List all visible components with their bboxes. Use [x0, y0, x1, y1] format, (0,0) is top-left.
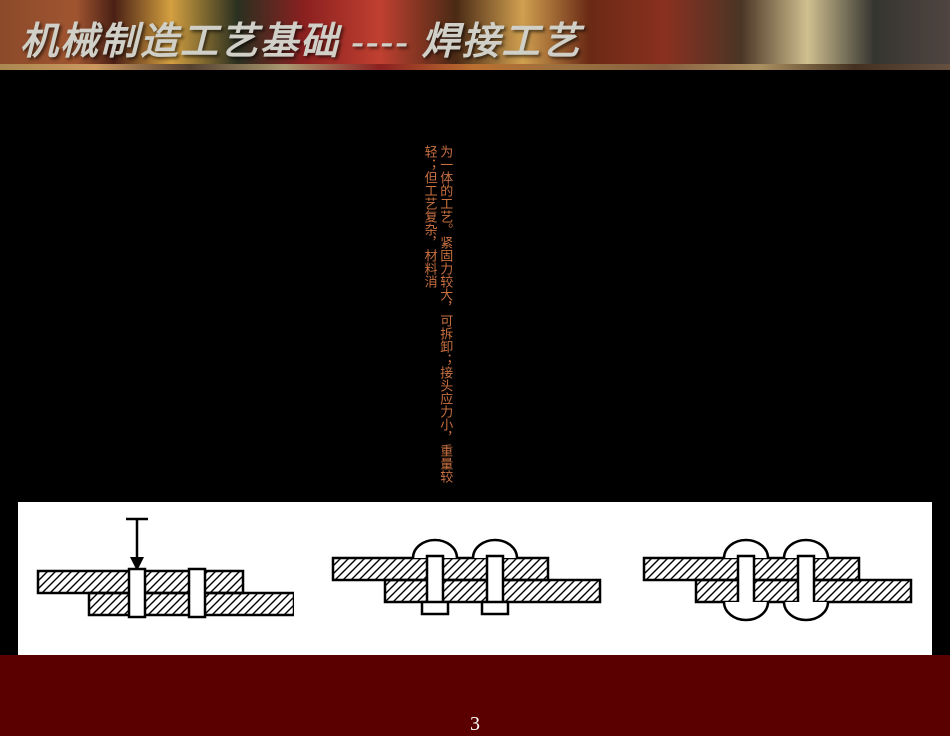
slide-title: 机械制造工艺基础 ---- 焊接工艺: [20, 10, 582, 65]
vertical-body-text: 为一体的工艺。紧固力较大，可拆卸；接头应力小，重量较轻；但工艺复杂，材料消: [422, 145, 442, 505]
bottom-band: [0, 655, 950, 713]
diagram-b-svg: [325, 518, 605, 638]
diagram-a-svg: [34, 513, 294, 643]
page-number: 3: [470, 713, 480, 736]
diagram-c-svg: [636, 518, 916, 638]
header-band: 机械制造工艺基础 ---- 焊接工艺: [0, 0, 950, 70]
slide-body: 为一体的工艺。紧固力较大，可拆卸；接头应力小，重量较轻；但工艺复杂，材料消: [0, 70, 950, 655]
